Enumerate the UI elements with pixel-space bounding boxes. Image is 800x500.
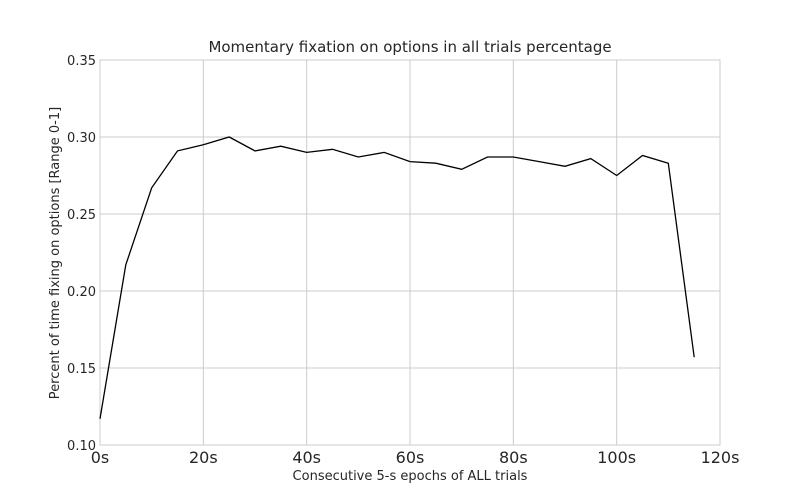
y-tick-label: 0.20: [67, 285, 96, 300]
y-tick-label: 0.30: [67, 131, 96, 146]
y-tick-label: 0.35: [67, 54, 96, 69]
series-line: [99, 136, 695, 419]
plot-frame: [99, 59, 721, 446]
x-tick-label: 40s: [292, 448, 321, 467]
y-tick-label: 0.10: [67, 439, 96, 454]
grid-lines: [99, 59, 721, 446]
x-tick-label: 100s: [597, 448, 636, 467]
x-tick-label: 120s: [701, 448, 740, 467]
y-tick-labels: 0.10 0.15 0.20 0.25 0.30 0.35: [67, 54, 96, 454]
x-axis-label: Consecutive 5-s epochs of ALL trials: [293, 469, 528, 484]
x-tick-label: 0s: [91, 448, 110, 467]
chart-title: Momentary fixation on options in all tri…: [208, 38, 611, 56]
y-tick-label: 0.15: [67, 362, 96, 377]
x-tick-label: 80s: [499, 448, 528, 467]
x-tick-label: 20s: [189, 448, 218, 467]
x-tick-labels: 0s 20s 40s 60s 80s 100s 120s: [91, 448, 740, 467]
x-tick-label: 60s: [396, 448, 425, 467]
y-axis-label: Percent of time fixing on options [Range…: [48, 107, 63, 399]
y-tick-label: 0.25: [67, 208, 96, 223]
